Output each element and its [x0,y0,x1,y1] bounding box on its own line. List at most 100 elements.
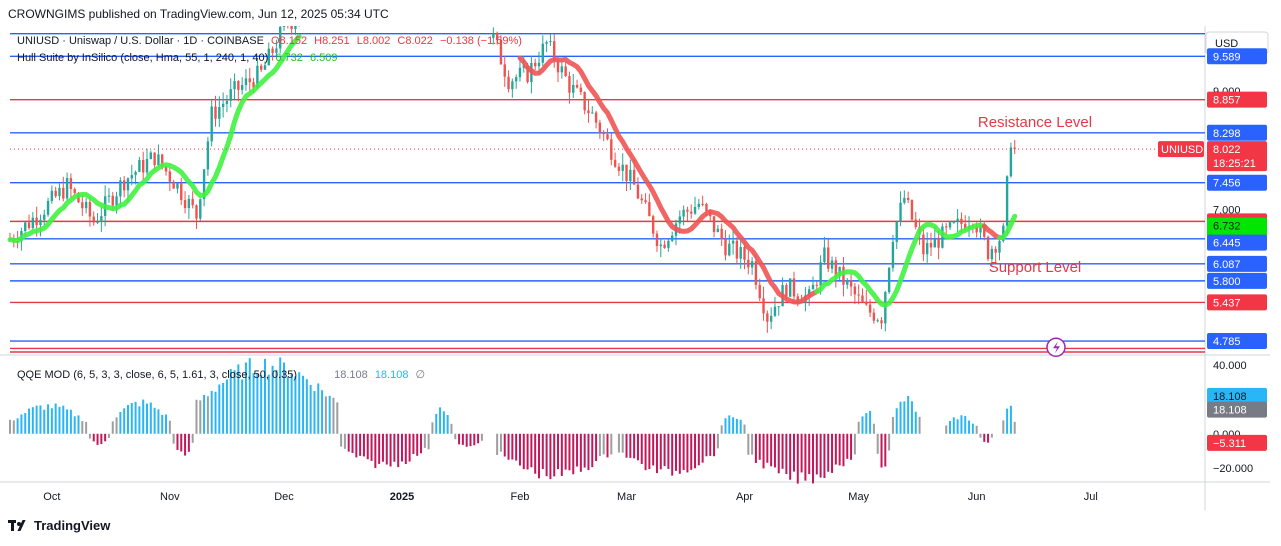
qqe-bar [777,433,780,474]
candle-body [1009,147,1013,177]
level-label-2: 8.857 [1213,95,1241,107]
qqe-bar [210,390,213,434]
qqe-bar [549,433,552,480]
candle-body [522,65,525,68]
qqe-bar [237,364,240,434]
candle-body [210,106,213,142]
qqe-bar [233,370,236,434]
qqe-bar [671,433,674,476]
qqe-bar [427,433,430,450]
legend-hull-label: Hull Suite by InSilico (close, Hma, 55, … [17,52,269,64]
candle-body [663,244,666,248]
qqe-bar [111,421,114,434]
qqe-bar [732,417,735,434]
candle-body [697,203,701,208]
level-label-7-bg [1207,255,1267,272]
legend-change: −0.138 (−1.69%) [439,35,522,47]
tradingview-brand: TradingView [34,518,111,533]
qqe-value-label-2: −5.311 [1213,438,1246,450]
candle-body [705,203,708,211]
candle-body [960,218,963,224]
candle-body [206,141,210,170]
qqe-bar [888,433,891,451]
candle-body [248,78,251,83]
qqe-bar [20,414,23,434]
qqe-bar [819,433,822,478]
qqe-bar [385,433,388,465]
candle-body [983,225,986,237]
candle-body [617,166,621,171]
qqe-bar [655,433,658,474]
qqe-bar [530,433,533,468]
qqe-bar [975,425,978,434]
qqe-bar [107,433,110,438]
qqe-bar [195,399,198,434]
qqe-bar [423,433,426,448]
qqe-bar [770,433,773,467]
qqe-bar [9,419,11,434]
qqe-bar [952,417,955,434]
candle-body [183,200,187,209]
qqe-bar [73,416,76,434]
qqe-bar [480,433,483,441]
qqe-bar [903,401,906,434]
candle-body [712,216,716,233]
qqe-bar [598,433,601,457]
indicator-label-2: 6.445 [1213,238,1241,250]
qqe-bar [675,433,678,471]
qqe-bar [891,417,894,434]
x-tick-9: Jul [1084,491,1098,503]
legend-qqe-v2: 18.108 [374,369,409,381]
candle-body [956,218,959,223]
price-chart-svg[interactable]: USD9.0007.0009.5898.8578.2987.4566.8046.… [0,26,1281,510]
candle-body [625,164,628,182]
qqe-bar [785,433,788,475]
qqe-bar [96,433,99,445]
qqe-bar [355,433,358,458]
candle-body [758,284,761,299]
qqe-bar [861,416,864,434]
legend-low: L8.002 [356,35,391,47]
candle-body [891,241,895,268]
candle-body [945,226,948,228]
candle-body [986,236,990,260]
candle-body [792,278,796,297]
qqe-bar [199,400,202,434]
candle-body [199,199,202,219]
candle-body [43,214,46,220]
qqe-bar [971,423,974,434]
chart-area[interactable]: USD9.0007.0009.5898.8578.2987.4566.8046.… [0,26,1281,510]
qqe-bar [134,401,137,434]
candle-body [735,240,739,259]
qqe-bar [800,433,803,473]
candle-body [221,103,225,108]
qqe-bar [534,433,537,474]
candle-body [511,81,514,90]
qqe-value-label-2-bg [1207,434,1267,451]
qqe-bar [400,433,403,462]
candle-body [50,190,54,201]
qqe-bar [804,433,807,481]
tradingview-footer[interactable]: TradingView [8,518,110,533]
level-label-2-bg [1207,91,1267,108]
x-tick-5: Mar [617,491,636,503]
qqe-bar [713,433,716,457]
hull-segment-3 [981,223,1002,241]
level-label-1-bg [1207,48,1267,65]
qqe-bar [252,373,255,434]
qqe-bar [469,433,472,447]
qqe-bar [701,433,704,463]
qqe-bar [81,421,84,434]
qqe-bar [298,372,301,434]
qqe-bar [766,433,769,463]
qqe-bar [389,433,392,467]
qqe-bar [180,433,183,452]
qqe-bar [758,433,761,460]
qqe-bar [275,369,278,434]
qqe-bar [560,433,563,476]
candle-body [811,284,815,290]
candle-body [130,175,133,179]
qqe-bar [393,433,396,462]
candle-body [176,183,179,189]
qqe-bar [545,433,548,477]
